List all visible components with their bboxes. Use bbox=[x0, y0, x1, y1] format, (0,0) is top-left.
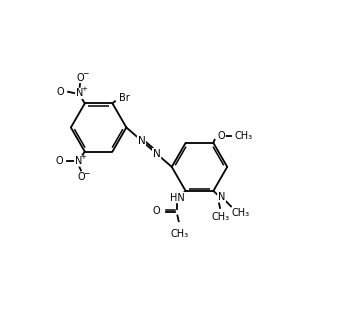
Text: N: N bbox=[137, 135, 145, 146]
Text: O: O bbox=[55, 156, 63, 166]
Text: O: O bbox=[76, 73, 84, 83]
Text: O: O bbox=[218, 131, 226, 141]
Text: +: + bbox=[82, 86, 87, 92]
Text: HN: HN bbox=[170, 192, 185, 203]
Text: O: O bbox=[56, 87, 64, 97]
Text: N: N bbox=[75, 156, 82, 166]
Text: O: O bbox=[77, 172, 85, 182]
Text: O: O bbox=[153, 206, 160, 216]
Text: −: − bbox=[82, 69, 88, 78]
Text: CH₃: CH₃ bbox=[170, 229, 189, 239]
Text: −: − bbox=[83, 169, 90, 178]
Text: Br: Br bbox=[119, 93, 130, 103]
Text: N: N bbox=[153, 149, 160, 159]
Text: CH₃: CH₃ bbox=[232, 208, 250, 218]
Text: +: + bbox=[81, 154, 86, 160]
Text: N: N bbox=[76, 88, 83, 98]
Text: CH₃: CH₃ bbox=[211, 212, 229, 222]
Text: CH₃: CH₃ bbox=[234, 131, 252, 141]
Text: N: N bbox=[218, 192, 225, 202]
